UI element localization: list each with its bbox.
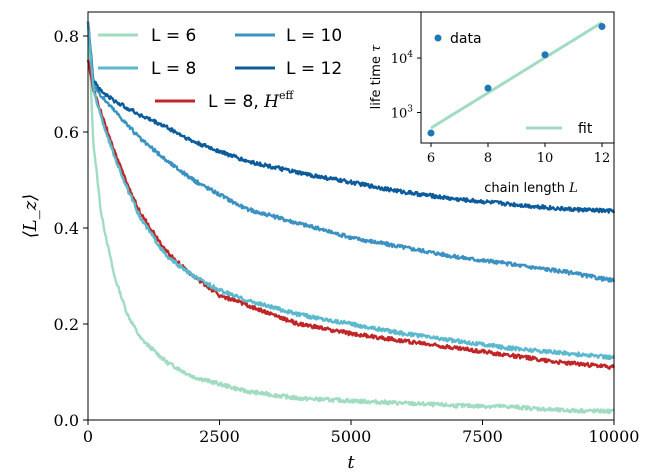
inset-x-axis-label-text: chain length: [484, 181, 565, 196]
inset-y-tick-label: 104: [391, 50, 414, 67]
x-tick-label: 10000: [589, 427, 640, 446]
y-tick-label: 0.0: [54, 411, 79, 430]
x-tick-label: 7500: [462, 427, 503, 446]
inset-y-axis-label: life time τ: [369, 44, 384, 109]
legend-label-l10: L = 10: [286, 26, 342, 46]
y-axis-label: ⟨L_z⟩: [20, 194, 41, 238]
main-legend: L = 6 L = 10 L = 8 L = 12 L = 8, Heff: [98, 26, 342, 112]
inset-data-point: [427, 129, 435, 137]
x-tick-label: 2500: [199, 427, 240, 446]
inset-x-tick-label: 8: [484, 151, 492, 166]
x-axis-label: t: [347, 452, 355, 473]
inset-chart: 6 8 10 12 103 104 data fit chain length L lif…: [369, 11, 615, 196]
inset-fit-line: [430, 21, 603, 130]
main-axes: 0 2500 5000 7500 10000 0.0 0.2 0.4 0.6 0.8 t ⟨L_z⟩: [20, 11, 640, 473]
y-tick-label: 0.8: [54, 27, 79, 46]
inset-data-point: [598, 22, 606, 30]
inset-x-axis-label-math: L: [568, 181, 578, 196]
inset-y-tick-label: 103: [391, 105, 414, 122]
series-line-l6: [86, 21, 615, 415]
legend-label-heff-sup: eff: [279, 89, 295, 102]
x-tick-label: 0: [83, 427, 93, 446]
legend-label-l8-heff-text: L = 8,: [208, 92, 264, 112]
inset-axes: 6 8 10 12 103 104: [391, 50, 611, 166]
y-tick-label: 0.6: [54, 123, 79, 142]
legend-label-l8: L = 8: [151, 59, 196, 79]
inset-x-tick-label: 10: [537, 151, 554, 166]
inset-legend-data-marker: [434, 34, 442, 42]
y-tick-label: 0.2: [54, 315, 79, 334]
y-tick-label: 0.4: [54, 219, 79, 238]
legend-label-l8-heff: L = 8, Heff: [208, 89, 294, 112]
inset-y-axis-label-text: life time: [369, 56, 384, 109]
inset-data-point: [484, 84, 492, 92]
inset-x-tick-label: 6: [427, 151, 435, 166]
inset-x-axis-label: chain length L: [484, 181, 578, 196]
inset-legend-fit-label: fit: [578, 121, 593, 137]
legend-label-l12: L = 12: [286, 59, 342, 79]
legend-label-heff-math: H: [263, 92, 280, 112]
main-series-lines: [86, 21, 616, 415]
inset-marks: [427, 21, 606, 137]
series-line-l8: [86, 21, 616, 361]
series-line-l10: [86, 21, 616, 283]
series-line-l12: [86, 21, 616, 214]
x-tick-label: 5000: [331, 427, 372, 446]
inset-data-point: [541, 51, 549, 59]
legend-label-l6: L = 6: [151, 26, 196, 46]
inset-legend-data-label: data: [450, 31, 482, 47]
inset-y-axis-label-math: τ: [369, 44, 384, 52]
inset-x-tick-label: 12: [594, 151, 611, 166]
